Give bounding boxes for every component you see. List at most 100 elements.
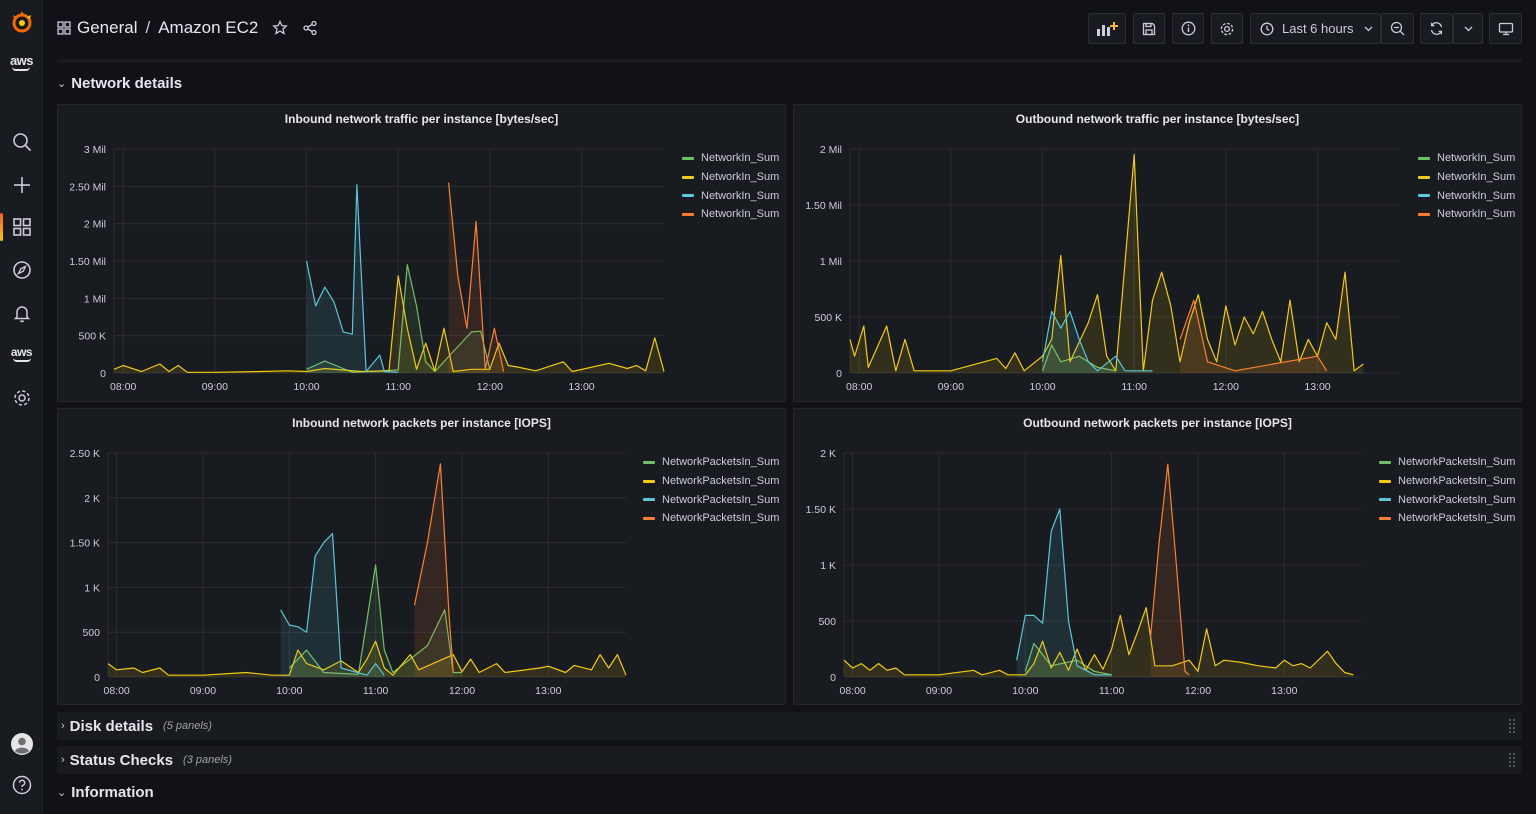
legend-item[interactable]: NetworkIn_Sum: [682, 168, 779, 187]
legend-item[interactable]: NetworkPacketsIn_Sum: [1379, 490, 1515, 509]
legend-swatch: [643, 479, 655, 483]
grafana-logo-icon[interactable]: [0, 4, 43, 40]
panel-title[interactable]: Outbound network packets per instance [I…: [1023, 416, 1292, 430]
x-tick-label: 12:00: [1213, 381, 1239, 393]
row-divider: [57, 59, 1522, 63]
explore-compass-icon[interactable]: [0, 252, 43, 288]
monitor-icon: [1498, 22, 1513, 35]
star-icon[interactable]: [272, 20, 289, 36]
breadcrumb-folder[interactable]: General: [77, 18, 138, 37]
y-tick-label: 500 K: [79, 331, 106, 343]
legend-swatch: [643, 498, 655, 502]
dashboard-settings-button[interactable]: [1211, 13, 1243, 44]
chevron-down-icon: [1364, 26, 1373, 31]
aws-plugin-icon[interactable]: aws: [0, 336, 43, 372]
search-icon[interactable]: [0, 124, 43, 160]
x-tick-label: 10:00: [293, 381, 319, 393]
share-icon[interactable]: [302, 20, 318, 36]
legend-item[interactable]: NetworkPacketsIn_Sum: [643, 490, 779, 509]
y-tick-label: 2 Mil: [84, 219, 106, 231]
legend-item[interactable]: NetworkPacketsIn_Sum: [643, 472, 779, 491]
row-title: Status Checks: [69, 751, 174, 769]
view-mode-button[interactable]: [1489, 13, 1522, 44]
panel-title[interactable]: Outbound network traffic per instance [b…: [1015, 112, 1300, 126]
aws-logo-icon[interactable]: aws: [0, 45, 43, 81]
legend-label: NetworkPacketsIn_Sum: [662, 456, 780, 469]
help-icon[interactable]: [0, 767, 43, 803]
drag-handle-icon[interactable]: [1508, 752, 1516, 768]
zoom-out-button[interactable]: [1381, 13, 1414, 44]
row-title: Information: [71, 783, 154, 801]
row-panel-count: (3 panels): [183, 754, 232, 766]
row-information[interactable]: ⌄ Information: [57, 779, 154, 805]
chart-legend: NetworkIn_Sum NetworkIn_Sum NetworkIn_Sum N…: [1418, 149, 1515, 224]
dashboards-icon[interactable]: [0, 209, 43, 245]
dashboard-title[interactable]: Amazon EC2: [158, 18, 259, 37]
x-tick-label: 12:00: [449, 685, 475, 697]
x-tick-label: 12:00: [477, 381, 503, 393]
time-range-picker[interactable]: Last 6 hours: [1250, 13, 1381, 44]
series-line-yellow: [843, 607, 1354, 676]
legend-swatch: [1379, 516, 1391, 520]
panel-inbound-network-traffic[interactable]: Inbound network traffic per instance [by…: [57, 104, 786, 402]
legend-item[interactable]: NetworkIn_Sum: [1418, 205, 1515, 224]
legend-swatch: [1418, 194, 1430, 198]
y-tick-label: 1.50 Mil: [805, 200, 842, 212]
legend-item[interactable]: NetworkIn_Sum: [682, 149, 779, 168]
legend-swatch: [682, 156, 694, 160]
panel-inbound-network-packets[interactable]: Inbound network packets per instance [IO…: [57, 408, 786, 705]
configuration-gear-icon[interactable]: [0, 380, 43, 416]
drag-handle-icon[interactable]: [1508, 718, 1516, 734]
legend-swatch: [1418, 156, 1430, 160]
legend-item[interactable]: NetworkIn_Sum: [682, 205, 779, 224]
legend-item[interactable]: NetworkPacketsIn_Sum: [1379, 509, 1515, 528]
time-range-label: Last 6 hours: [1282, 21, 1354, 36]
y-tick-label: 1 K: [84, 582, 100, 594]
x-tick-label: 08:00: [846, 381, 872, 393]
chart-outbound-network-traffic: 0 500 K 1 Mil 1.50 Mil 2 Mil 08:00 09:00 10:00 1…: [805, 144, 1400, 393]
y-tick-label: 3 Mil: [84, 144, 106, 156]
panel-outbound-network-packets[interactable]: Outbound network packets per instance [I…: [793, 408, 1522, 705]
chart-outbound-network-packets: 0 500 1 K 1.50 K 2 K 08:00 09:00 10:00 11:00 12:0…: [806, 448, 1362, 697]
series-line-yellow: [107, 640, 627, 676]
refresh-button[interactable]: [1420, 13, 1453, 44]
series-line-orange: [1179, 299, 1328, 372]
create-plus-icon[interactable]: [0, 167, 43, 203]
legend-swatch: [643, 516, 655, 520]
y-tick-label: 1 K: [820, 560, 836, 572]
x-tick-label: 10:00: [1029, 381, 1055, 393]
legend-label: NetworkPacketsIn_Sum: [1398, 456, 1516, 469]
panel-title[interactable]: Inbound network packets per instance [IO…: [292, 416, 551, 430]
legend-item[interactable]: NetworkIn_Sum: [682, 186, 779, 205]
row-status-checks[interactable]: › Status Checks (3 panels): [57, 746, 1522, 774]
add-panel-button[interactable]: [1088, 13, 1126, 44]
legend-swatch: [1418, 175, 1430, 179]
panel-title[interactable]: Inbound network traffic per instance [by…: [284, 112, 559, 126]
legend-item[interactable]: NetworkIn_Sum: [1418, 149, 1515, 168]
x-tick-label: 08:00: [103, 685, 129, 697]
legend-item[interactable]: NetworkPacketsIn_Sum: [643, 453, 779, 472]
row-header: › Status Checks (3 panels): [61, 747, 232, 773]
legend-item[interactable]: NetworkPacketsIn_Sum: [1379, 472, 1515, 491]
legend-item[interactable]: NetworkPacketsIn_Sum: [1379, 453, 1515, 472]
chart-legend: NetworkPacketsIn_Sum NetworkPacketsIn_Sum…: [1379, 453, 1515, 528]
x-tick-label: 09:00: [202, 381, 228, 393]
panel-outbound-network-traffic[interactable]: Outbound network traffic per instance [b…: [793, 104, 1522, 402]
save-dashboard-button[interactable]: [1133, 13, 1165, 44]
x-tick-label: 11:00: [1099, 685, 1125, 697]
legend-item[interactable]: NetworkIn_Sum: [1418, 168, 1515, 187]
y-tick-label: 500 K: [815, 312, 842, 324]
legend-item[interactable]: NetworkIn_Sum: [1418, 186, 1515, 205]
legend-item[interactable]: NetworkPacketsIn_Sum: [643, 509, 779, 528]
legend-label: NetworkPacketsIn_Sum: [1398, 475, 1516, 488]
legend-swatch: [1379, 498, 1391, 502]
alerting-bell-icon[interactable]: [0, 295, 43, 331]
dashboard-info-button[interactable]: [1172, 13, 1204, 44]
row-network-details[interactable]: ⌄ Network details: [57, 70, 182, 96]
legend-label: NetworkIn_Sum: [701, 171, 780, 184]
row-header: › Disk details (5 panels): [61, 713, 212, 739]
user-avatar-icon[interactable]: [0, 726, 43, 762]
legend-swatch: [1379, 460, 1391, 464]
row-disk-details[interactable]: › Disk details (5 panels): [57, 712, 1522, 740]
refresh-interval-dropdown[interactable]: [1453, 13, 1483, 44]
